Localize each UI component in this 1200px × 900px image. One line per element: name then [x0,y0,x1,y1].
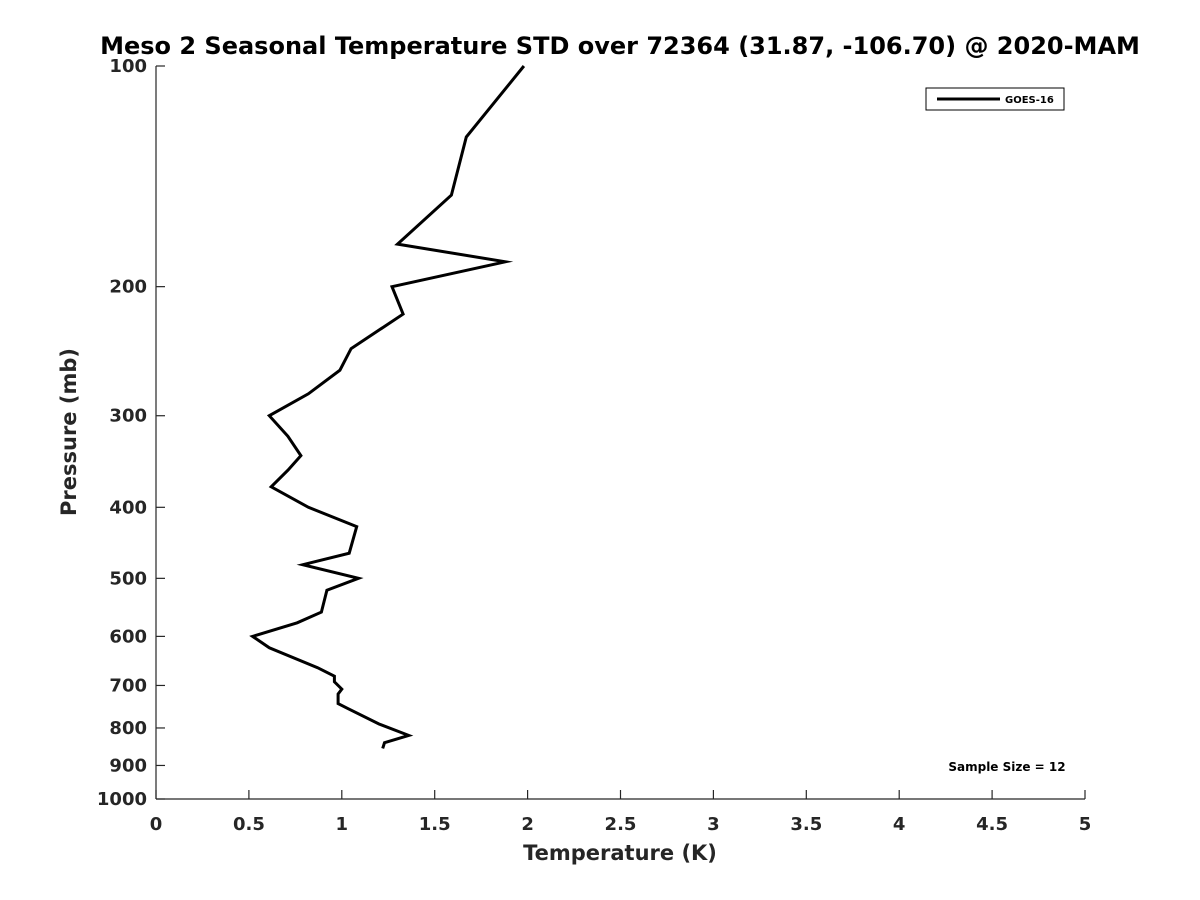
y-tick-label: 500 [109,568,147,589]
x-tick-label: 4 [893,814,906,835]
x-tick-label: 2.5 [605,814,637,835]
y-axis-ticks: 100 200 300 400 500 600 700 800 900 1000 [97,56,165,810]
x-tick-label: 1 [336,814,349,835]
x-tick-label: 0.5 [233,814,265,835]
x-tick-label: 3 [707,814,720,835]
x-axis-label: Temperature (K) [523,841,717,865]
y-tick-label: 900 [109,755,147,776]
y-axis-label: Pressure (mb) [57,348,81,516]
x-tick-label: 2 [521,814,534,835]
sample-size-annotation: Sample Size = 12 [948,760,1065,774]
legend: GOES-16 [925,87,1065,111]
y-tick-label: 700 [109,675,147,696]
y-tick-label: 800 [109,718,147,739]
x-tick-label: 5 [1079,814,1092,835]
y-tick-label: 400 [109,497,147,518]
series-layer [249,65,526,749]
x-tick-label: 3.5 [790,814,822,835]
legend-label-goes-16: GOES-16 [1005,95,1054,106]
y-tick-label: 1000 [97,789,147,810]
y-tick-label: 100 [109,56,147,77]
x-tick-label: 0 [150,814,163,835]
series-line-goes-16 [249,65,526,749]
x-axis-ticks: 0 0.5 1 1.5 2 2.5 3 3.5 4 4.5 5 [150,790,1092,835]
y-tick-label: 300 [109,406,147,427]
x-tick-label: 4.5 [976,814,1008,835]
x-tick-label: 1.5 [419,814,451,835]
chart-title: Meso 2 Seasonal Temperature STD over 723… [100,32,1140,60]
y-tick-label: 600 [109,626,147,647]
y-tick-label: 200 [109,277,147,298]
